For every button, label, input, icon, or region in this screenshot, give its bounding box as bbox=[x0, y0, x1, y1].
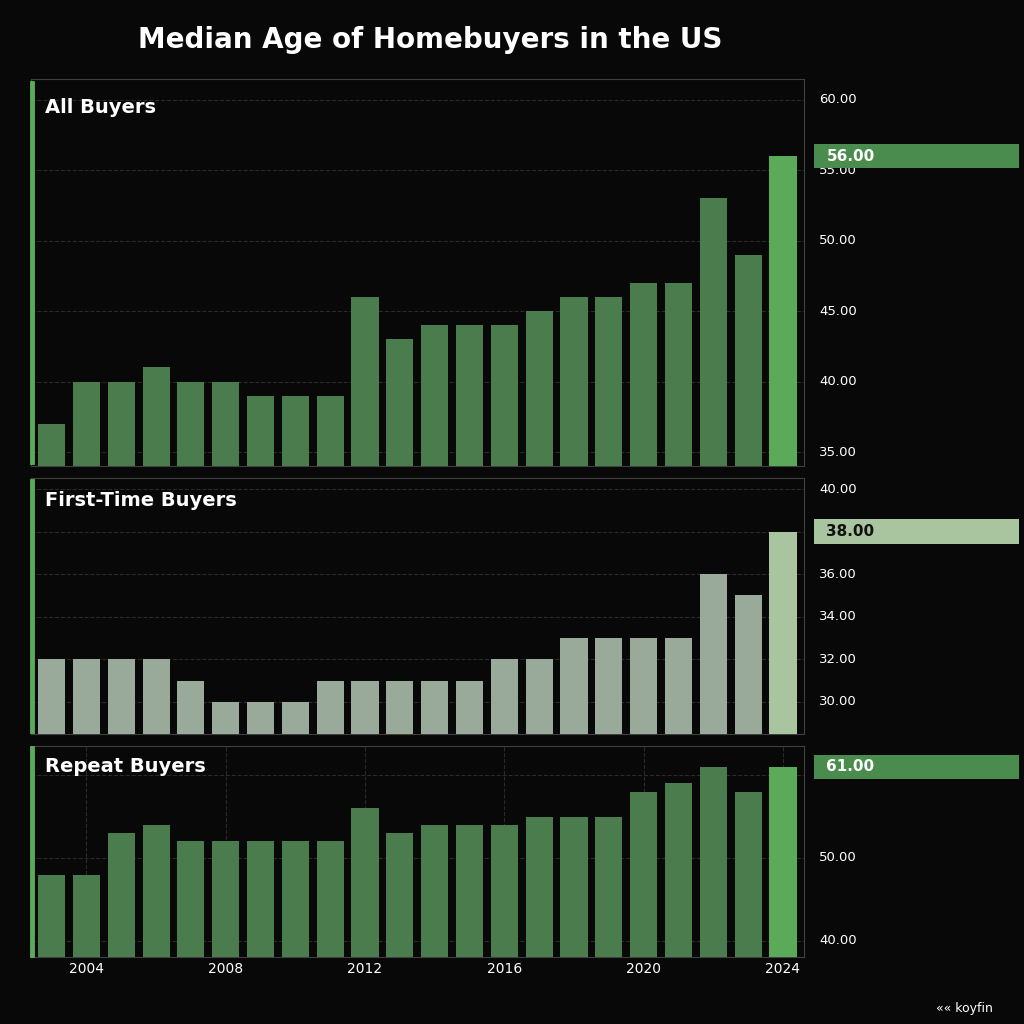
Bar bbox=[699, 574, 727, 1024]
Bar bbox=[595, 638, 623, 1024]
Bar bbox=[38, 424, 66, 945]
Bar bbox=[351, 681, 379, 1024]
Bar bbox=[212, 842, 240, 1024]
Bar bbox=[525, 816, 553, 1024]
Bar bbox=[282, 842, 309, 1024]
Bar bbox=[421, 681, 449, 1024]
Text: 40.00: 40.00 bbox=[819, 482, 857, 496]
Bar bbox=[560, 638, 588, 1024]
Text: 36.00: 36.00 bbox=[819, 567, 857, 581]
Bar bbox=[525, 659, 553, 1024]
Text: 50.00: 50.00 bbox=[819, 852, 857, 864]
Bar bbox=[386, 339, 414, 945]
Bar bbox=[386, 681, 414, 1024]
Bar bbox=[595, 297, 623, 945]
Bar bbox=[769, 531, 797, 1024]
Bar bbox=[734, 596, 762, 1024]
Text: 45.00: 45.00 bbox=[819, 304, 857, 317]
Text: 40.00: 40.00 bbox=[819, 375, 857, 388]
Bar bbox=[247, 701, 274, 1024]
Bar bbox=[38, 659, 66, 1024]
Text: 32.00: 32.00 bbox=[819, 653, 857, 666]
Bar bbox=[699, 199, 727, 945]
Bar bbox=[560, 816, 588, 1024]
Bar bbox=[316, 842, 344, 1024]
Text: Median Age of Homebuyers in the US: Median Age of Homebuyers in the US bbox=[138, 26, 722, 53]
Bar bbox=[73, 659, 100, 1024]
Text: 38.00: 38.00 bbox=[826, 524, 874, 539]
Bar bbox=[456, 681, 483, 1024]
Text: 60.00: 60.00 bbox=[819, 769, 857, 781]
Bar bbox=[177, 382, 205, 945]
Text: 61.00: 61.00 bbox=[826, 760, 874, 774]
Bar bbox=[212, 701, 240, 1024]
Bar bbox=[282, 395, 309, 945]
Bar bbox=[177, 842, 205, 1024]
Bar bbox=[456, 326, 483, 945]
Bar bbox=[490, 659, 518, 1024]
Bar bbox=[142, 368, 170, 945]
Text: 38.00: 38.00 bbox=[819, 525, 857, 539]
Bar bbox=[421, 326, 449, 945]
Bar bbox=[108, 659, 135, 1024]
Bar bbox=[212, 382, 240, 945]
Bar bbox=[247, 395, 274, 945]
Bar bbox=[73, 874, 100, 1024]
Bar bbox=[699, 767, 727, 1024]
Bar bbox=[38, 874, 66, 1024]
Text: 30.00: 30.00 bbox=[819, 695, 857, 709]
Text: 56.00: 56.00 bbox=[826, 148, 874, 164]
Text: Repeat Buyers: Repeat Buyers bbox=[45, 757, 206, 775]
Text: 34.00: 34.00 bbox=[819, 610, 857, 624]
Bar bbox=[490, 824, 518, 1024]
Text: «« koyfin: «« koyfin bbox=[936, 1001, 993, 1015]
Text: First-Time Buyers: First-Time Buyers bbox=[45, 492, 237, 510]
Bar bbox=[630, 638, 657, 1024]
Bar bbox=[142, 824, 170, 1024]
Bar bbox=[386, 834, 414, 1024]
Bar bbox=[525, 311, 553, 945]
Bar bbox=[351, 808, 379, 1024]
Bar bbox=[177, 681, 205, 1024]
Bar bbox=[73, 382, 100, 945]
Bar bbox=[316, 681, 344, 1024]
Bar bbox=[769, 767, 797, 1024]
Bar bbox=[734, 255, 762, 945]
Bar bbox=[665, 638, 692, 1024]
Bar bbox=[630, 283, 657, 945]
Text: 40.00: 40.00 bbox=[819, 934, 857, 947]
Bar bbox=[769, 156, 797, 945]
Bar bbox=[108, 834, 135, 1024]
Bar bbox=[247, 842, 274, 1024]
Bar bbox=[456, 824, 483, 1024]
Bar bbox=[282, 701, 309, 1024]
Text: 35.00: 35.00 bbox=[819, 445, 857, 459]
Text: All Buyers: All Buyers bbox=[45, 98, 156, 117]
Bar bbox=[421, 824, 449, 1024]
Bar bbox=[630, 792, 657, 1024]
Bar bbox=[316, 395, 344, 945]
Bar bbox=[560, 297, 588, 945]
Text: 60.00: 60.00 bbox=[819, 93, 857, 106]
Bar bbox=[665, 783, 692, 1024]
Bar bbox=[490, 326, 518, 945]
Bar bbox=[142, 659, 170, 1024]
Text: 55.00: 55.00 bbox=[819, 164, 857, 177]
Text: 50.00: 50.00 bbox=[819, 234, 857, 247]
Bar bbox=[351, 297, 379, 945]
Bar bbox=[595, 816, 623, 1024]
Bar bbox=[734, 792, 762, 1024]
Bar bbox=[665, 283, 692, 945]
Bar bbox=[108, 382, 135, 945]
